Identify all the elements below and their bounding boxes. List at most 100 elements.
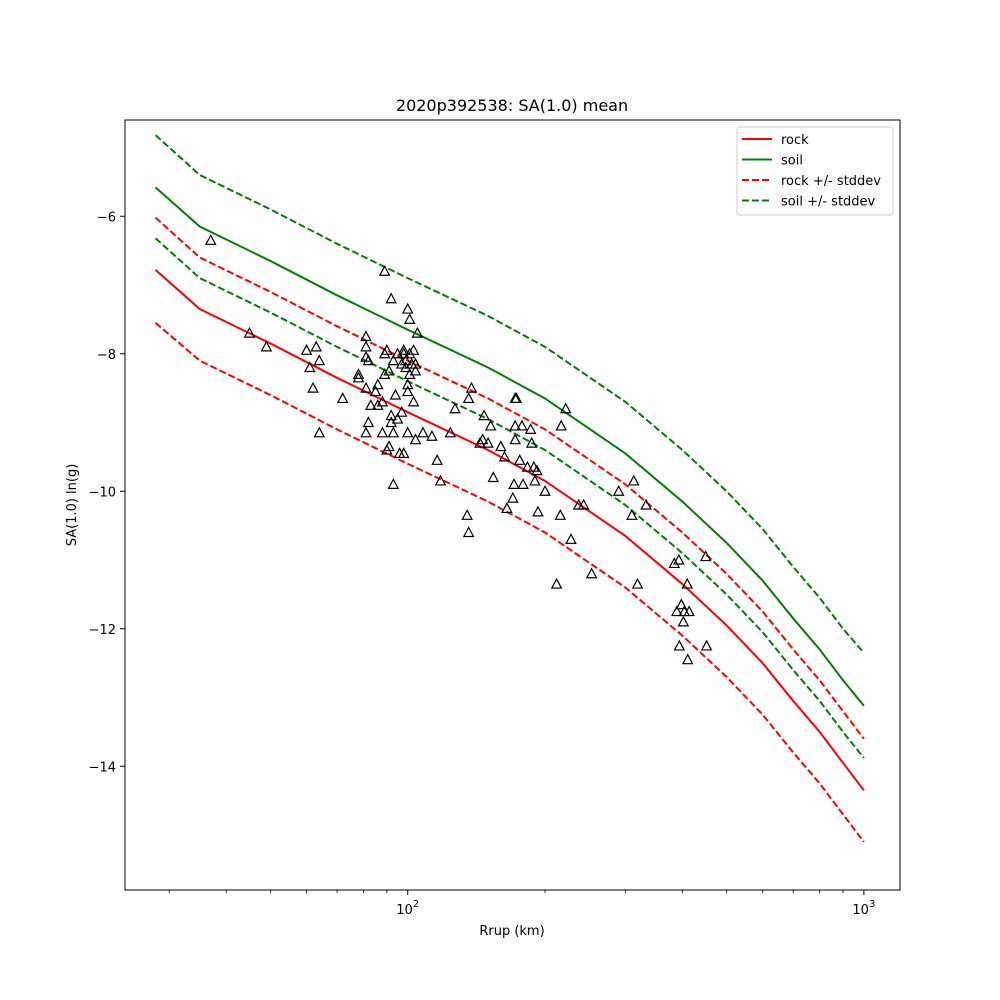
observation-marker: [681, 653, 694, 665]
chart-title: 2020p392538: SA(1.0) mean: [396, 96, 628, 115]
observation-marker: [304, 361, 316, 373]
series-line-5: [154, 237, 865, 759]
observation-marker: [362, 416, 375, 428]
observation-marker: [389, 388, 402, 400]
legend-label: soil +/- stddev: [781, 195, 876, 210]
observation-marker: [681, 577, 694, 589]
observation-marker: [397, 347, 410, 359]
x-tick-label: 102: [396, 899, 419, 918]
observation-marker: [395, 405, 408, 417]
observation-marker: [378, 368, 391, 379]
observation-marker: [407, 395, 420, 407]
observation-marker: [372, 399, 384, 410]
observation-marker: [509, 419, 521, 431]
observation-marker: [403, 313, 416, 324]
observation-marker: [683, 605, 695, 617]
observation-marker: [431, 454, 443, 465]
observation-marker: [498, 450, 511, 462]
observation-marker: [577, 498, 590, 510]
observation-marker: [426, 429, 438, 441]
observation-marker: [559, 402, 572, 414]
observation-marker: [699, 550, 712, 562]
legend-label: soil: [781, 154, 803, 169]
y-tick-label: −10: [89, 485, 116, 500]
observation-marker: [365, 399, 377, 410]
observation-marker: [501, 502, 513, 514]
observation-marker: [585, 567, 598, 579]
observation-marker: [336, 392, 349, 404]
observation-marker: [529, 474, 541, 486]
observation-marker: [495, 440, 507, 452]
observation-marker: [401, 302, 414, 314]
observation-marker: [378, 264, 391, 276]
legend: rock soil rock +/- stddev soil +/- stddev: [736, 126, 894, 216]
observation-marker: [403, 368, 416, 379]
observation-marker: [360, 426, 372, 438]
observation-marker: [313, 354, 326, 366]
y-axis: −6 −8 −10 −12 −14: [89, 210, 125, 775]
y-tick-label: −12: [89, 623, 116, 638]
observation-marker: [385, 292, 397, 304]
observation-marker: [484, 419, 497, 431]
observation-marker: [387, 478, 400, 489]
observation-marker: [399, 361, 412, 373]
observation-marker: [352, 371, 365, 383]
observation-marker: [385, 409, 397, 421]
observation-marker: [360, 381, 372, 393]
series-line-4: [154, 134, 865, 654]
observation-marker: [517, 478, 529, 489]
observation-marker: [673, 553, 685, 565]
observation-marker: [391, 412, 404, 424]
observation-marker: [401, 378, 414, 390]
observation-marker: [449, 402, 461, 414]
series-line-1: [154, 186, 865, 707]
observation-marker: [700, 639, 713, 651]
observation-marker: [362, 354, 375, 366]
observation-marker: [532, 505, 544, 517]
y-tick-label: −14: [89, 760, 116, 775]
observation-marker: [395, 357, 408, 369]
observation-marker: [243, 326, 256, 338]
y-tick-label: −8: [97, 348, 116, 363]
observation-marker: [403, 347, 416, 359]
observation-marker: [310, 340, 322, 352]
observation-marker: [387, 354, 400, 366]
observation-marker: [444, 426, 457, 438]
x-axis-label: Rrup (km): [479, 924, 544, 939]
observation-marker: [555, 419, 567, 431]
x-axis: 102 103: [168, 890, 875, 918]
observation-marker: [300, 344, 313, 355]
observation-marker: [507, 491, 519, 503]
observation-marker: [516, 419, 528, 431]
observation-marker: [531, 464, 543, 476]
observation-marker: [476, 433, 489, 445]
observation-marker: [434, 474, 447, 486]
observation-marker: [474, 436, 486, 448]
observation-marker: [397, 344, 410, 355]
observation-marker: [631, 577, 644, 589]
observation-marker: [411, 326, 424, 338]
observation-marker: [383, 364, 395, 376]
observation-marker: [554, 509, 567, 520]
observation-marker: [487, 471, 500, 483]
observation-marker: [525, 436, 538, 448]
series-line-3: [154, 322, 865, 843]
observation-marker: [673, 639, 686, 651]
observation-marker: [313, 426, 326, 438]
plot-area: [154, 134, 865, 843]
observation-marker: [376, 395, 389, 407]
observation-marker: [369, 385, 382, 397]
observation-marker: [565, 533, 577, 544]
observation-marker: [550, 577, 563, 589]
observation-marker: [668, 557, 681, 569]
observation-marker: [409, 357, 422, 369]
observation-marker: [387, 426, 400, 438]
observation-marker: [677, 615, 690, 627]
observation-marker: [671, 605, 683, 617]
observation-marker: [409, 364, 422, 376]
x-tick-label: 103: [852, 899, 875, 918]
observation-marker: [360, 330, 372, 342]
observation-marker: [383, 440, 395, 452]
observation-marker: [376, 426, 389, 438]
